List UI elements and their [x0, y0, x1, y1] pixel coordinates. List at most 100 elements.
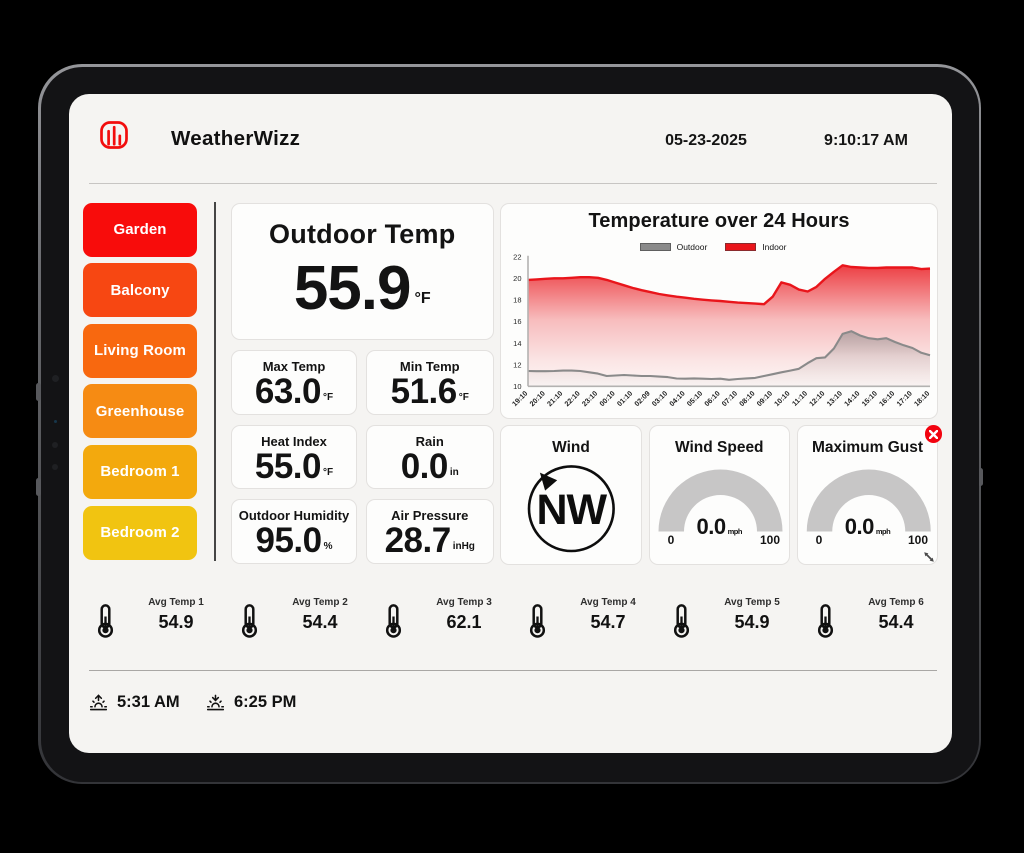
- metric-label: Min Temp: [399, 359, 460, 374]
- wind-compass: NW: [527, 465, 615, 553]
- metric-value: 0.0: [400, 446, 449, 486]
- svg-text:19:10: 19:10: [510, 389, 529, 408]
- svg-text:10: 10: [513, 382, 521, 391]
- wind-compass-arrow: [539, 472, 558, 491]
- svg-text:22: 22: [513, 252, 521, 261]
- svg-text:22:10: 22:10: [562, 389, 581, 408]
- app-logo-icon: [100, 121, 128, 149]
- max-gust-title: Maximum Gust: [811, 439, 924, 456]
- metric-card-heat-index: Heat Index 55.0 °F: [231, 424, 357, 489]
- legend-swatch-indoor: [725, 242, 757, 251]
- outdoor-temp-label: Outdoor Temp: [269, 219, 456, 249]
- thermometer-icon: [385, 604, 402, 638]
- metric-label: Heat Index: [261, 433, 327, 449]
- metric-label: Rain: [415, 433, 444, 449]
- metric-card-air-pressure: Air Pressure 28.7 inHg: [366, 499, 494, 564]
- header-divider: [89, 182, 937, 184]
- tablet-camera-dot-2: [52, 441, 58, 448]
- sensor-label: Avg Temp 4: [580, 597, 636, 608]
- sidebar-divider: [214, 202, 216, 561]
- sensor-label: Avg Temp 2: [292, 597, 348, 608]
- sensor-label: Avg Temp 1: [148, 597, 204, 608]
- svg-text:20: 20: [513, 274, 521, 283]
- svg-text:06:10: 06:10: [702, 389, 721, 408]
- header-clock: 9:10:17 AM: [824, 131, 908, 149]
- max-gust-gauge-arc: [806, 469, 931, 532]
- room-button-balcony[interactable]: Balcony: [83, 263, 197, 318]
- room-button-bedroom-2[interactable]: Bedroom 2: [83, 505, 197, 560]
- svg-text:03:10: 03:10: [650, 389, 669, 408]
- wind-card-title: Wind: [552, 439, 590, 456]
- metric-value-row: 63.0 °F: [232, 374, 356, 410]
- resize-handle[interactable]: [923, 550, 935, 562]
- metric-value-row: 28.7 inHg: [367, 523, 493, 559]
- room-button-garden[interactable]: Garden: [83, 202, 197, 257]
- sunset-icon: [207, 694, 224, 711]
- room-button-label: Greenhouse: [95, 402, 185, 420]
- max-gust-card: Maximum Gust 0.0 mph 0 100: [797, 425, 943, 565]
- svg-text:08:10: 08:10: [737, 389, 756, 408]
- svg-text:16: 16: [513, 317, 521, 326]
- legend-label-indoor: Indoor: [762, 241, 787, 252]
- wind-direction-card: Wind NW: [500, 425, 642, 565]
- wind-speed-max: 100: [759, 533, 781, 547]
- svg-text:10:10: 10:10: [772, 389, 791, 408]
- close-button[interactable]: [924, 425, 943, 443]
- svg-text:13:10: 13:10: [825, 389, 844, 408]
- max-gust-value-row: 0.0 mph: [798, 514, 937, 540]
- svg-text:12: 12: [513, 360, 521, 369]
- sensor-value: 62.1: [446, 612, 482, 632]
- metric-card-rain: Rain 0.0 in: [366, 424, 494, 489]
- room-button-label: Living Room: [94, 342, 186, 360]
- sunrise-time: 5:31 AM: [117, 693, 180, 711]
- thermometer-icon: [673, 604, 690, 638]
- metric-value-row: 55.0 °F: [232, 446, 356, 486]
- metric-label: Air Pressure: [391, 508, 469, 523]
- metric-value-row: 0.0 in: [367, 446, 493, 486]
- svg-text:09:10: 09:10: [755, 389, 774, 408]
- thermometer-icon: [529, 604, 546, 638]
- wind-direction-value: NW: [536, 486, 607, 534]
- room-button-living-room[interactable]: Living Room: [83, 323, 197, 378]
- metric-unit: inHg: [452, 541, 475, 552]
- temperature-chart-card: 10 12 14 16 18 20 22 19:10 20:10 21:10 22:10 23:10 0…: [500, 203, 938, 419]
- sensor-text: Avg Temp 6 54.4: [851, 597, 941, 633]
- svg-text:17:10: 17:10: [895, 389, 914, 408]
- metric-value: 63.0: [254, 372, 322, 411]
- svg-text:02:09: 02:09: [632, 389, 651, 408]
- sunrise-icon: [90, 694, 107, 711]
- tablet-sensor-dot: [54, 419, 57, 423]
- tablet-volume-button-1: [36, 383, 41, 401]
- max-gust-min: 0: [815, 533, 823, 547]
- max-gust-max: 100: [907, 533, 929, 547]
- wind-speed-gauge-arc: [658, 469, 783, 532]
- sensor-label: Avg Temp 6: [868, 597, 924, 608]
- metric-unit: %: [323, 541, 333, 552]
- metric-value: 55.0: [254, 446, 322, 486]
- sensor-value: 54.9: [734, 612, 770, 632]
- svg-text:11:10: 11:10: [790, 389, 809, 408]
- svg-text:20:10: 20:10: [528, 389, 547, 408]
- sensor-text: Avg Temp 2 54.4: [275, 597, 365, 633]
- wind-speed-value: 0.0: [696, 514, 727, 539]
- room-button-greenhouse[interactable]: Greenhouse: [83, 384, 197, 439]
- metric-value: 28.7: [384, 521, 452, 560]
- wind-speed-card: Wind Speed 0.0 mph 0 100: [649, 425, 790, 565]
- metric-card-min-temp: Min Temp 51.6 °F: [366, 350, 494, 415]
- sensor-text: Avg Temp 5 54.9: [707, 597, 797, 633]
- svg-text:07:10: 07:10: [720, 389, 739, 408]
- legend-label-outdoor: Outdoor: [676, 241, 708, 252]
- sensor-value: 54.9: [158, 612, 194, 632]
- metric-card-max-temp: Max Temp 63.0 °F: [231, 350, 357, 415]
- svg-text:18:10: 18:10: [912, 389, 931, 408]
- outdoor-temp-value-row: 55.9 °F: [232, 258, 493, 320]
- wind-speed-value-row: 0.0 mph: [650, 514, 789, 540]
- header-date: 05-23-2025: [665, 131, 747, 149]
- room-button-bedroom-1[interactable]: Bedroom 1: [83, 444, 197, 499]
- metric-card-outdoor-humidity: Outdoor Humidity 95.0%: [231, 499, 357, 564]
- svg-text:16:10: 16:10: [877, 389, 896, 408]
- legend-swatch-outdoor: [639, 242, 671, 251]
- sensor-label: Avg Temp 3: [436, 597, 492, 608]
- app-screen: WeatherWizz 05-23-2025 9:10:17 AM Garden…: [69, 94, 952, 753]
